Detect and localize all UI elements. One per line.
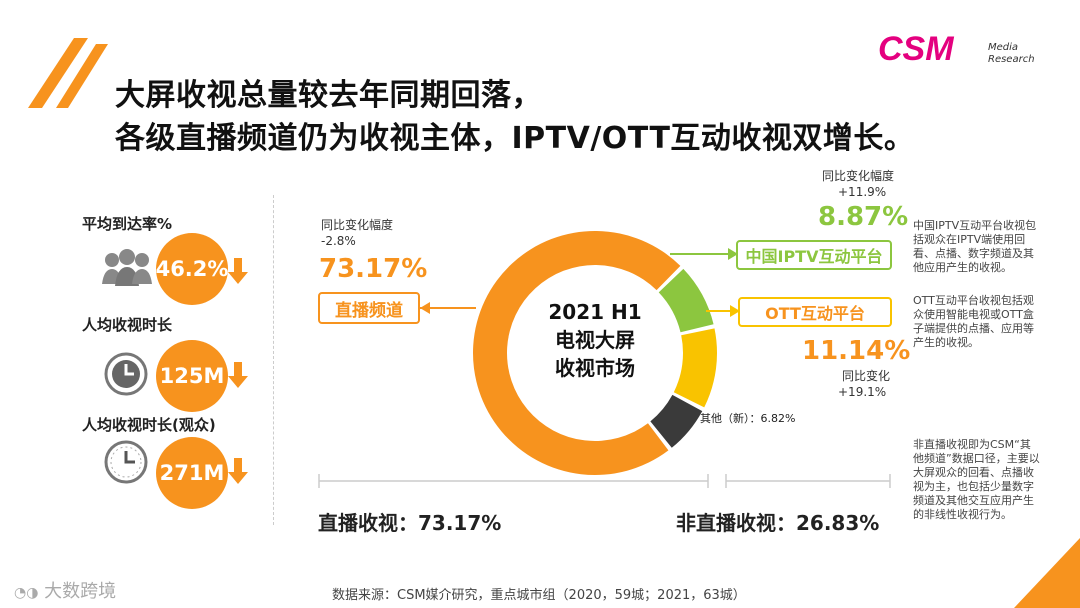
live-share: 73.17% [319, 254, 428, 284]
iptv-change-label: 同比变化幅度 [822, 169, 895, 183]
kpi-viewer-time-value: 271M [156, 437, 228, 509]
ott-change-label: 同比变化 [842, 369, 891, 383]
title-line-1: 大屏收视总量较去年同期回落， [115, 78, 542, 113]
down-arrow-icon [228, 362, 248, 388]
summary-brackets [318, 474, 891, 488]
decor-stripes [28, 38, 108, 108]
watermark-icon: ◔◑ [14, 585, 39, 601]
live-tag: 直播频道 [318, 292, 420, 324]
data-source: 数据来源：CSM媒介研究，重点城市组（2020，59城；2021，63城） [332, 588, 746, 603]
ott-note: OTT互动平台收视包括观众使用智能电视或OTT盒子端提供的点播、应用等产生的收视… [913, 294, 1034, 349]
watermark: ◔◑ 大数跨境 [14, 581, 117, 602]
ott-change-value: +19.1% [838, 385, 887, 399]
donut-slice-1 [472, 230, 681, 475]
chart-center-line-2: 电视大屏 [555, 328, 635, 352]
nonlive-note: 非直播收视即为CSM“其他频道”数据口径，主要以大屏观众的回看、点播收视为主，也… [913, 438, 1040, 521]
iptv-share: 8.87% [818, 202, 909, 232]
donut-slice-3 [673, 328, 717, 408]
other-label: 其他（新）：6.82% [700, 412, 796, 425]
down-arrow-icon [228, 258, 248, 284]
ott-share: 11.14% [802, 336, 911, 366]
live-total: 直播收视：73.17% [318, 511, 502, 535]
arrow-live [420, 302, 476, 314]
kpi-time-label: 人均收视时长 [82, 316, 173, 334]
donut-chart: 2021 H1 电视大屏 收视市场 [472, 230, 717, 475]
kpi-viewer-time-label: 人均收视时长(观众) [82, 416, 216, 434]
title-line-2: 各级直播频道仍为收视主体，IPTV/OTT互动收视双增长。 [115, 121, 915, 156]
stopwatch-icon [104, 440, 148, 484]
csm-logo: CSM Media Research [878, 30, 1035, 68]
ott-tag: OTT互动平台 [738, 297, 892, 327]
kpi-reach-value: 46.2% [156, 233, 228, 305]
people-icon [102, 249, 152, 286]
chart-center-line-3: 收视市场 [555, 356, 635, 380]
live-change-value: -2.8% [321, 234, 356, 248]
down-arrow-icon [228, 458, 248, 484]
iptv-change-value: +11.9% [838, 185, 887, 199]
kpi-time-value: 125M [156, 340, 228, 412]
donut-slice-4 [650, 394, 703, 448]
kpi-reach-label: 平均到达率% [82, 215, 173, 233]
arrow-iptv [670, 248, 738, 260]
corner-decor [1014, 538, 1080, 608]
chart-center-line-1: 2021 H1 [548, 300, 641, 324]
live-change-label: 同比变化幅度 [321, 218, 394, 232]
clock-icon [104, 352, 148, 396]
iptv-tag: 中国IPTV互动平台 [736, 240, 892, 270]
divider [273, 195, 274, 525]
iptv-note: 中国IPTV互动平台收视包括观众在IPTV端使用回看、点播、数字频道及其他应用产… [913, 219, 1037, 274]
nonlive-total: 非直播收视：26.83% [676, 511, 880, 535]
donut-slice-2 [658, 268, 714, 333]
arrow-ott [706, 305, 740, 317]
